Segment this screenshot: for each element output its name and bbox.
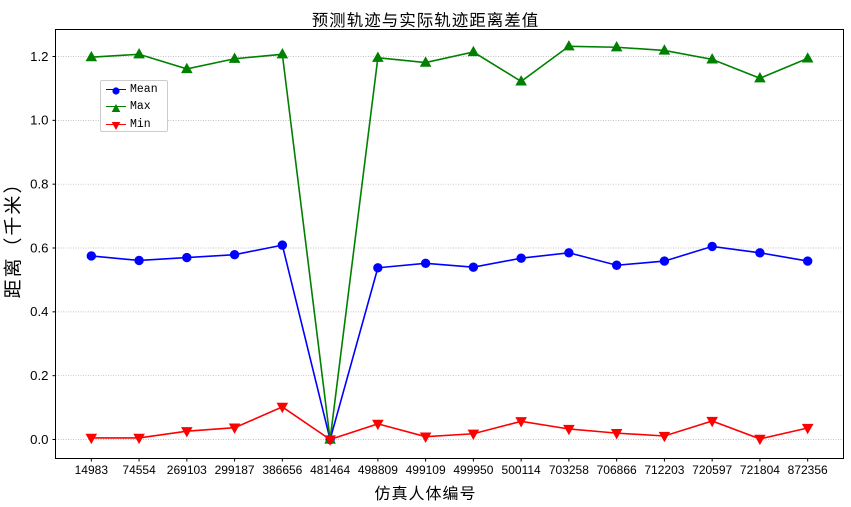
svg-text:499950: 499950 [453, 463, 493, 477]
svg-text:481464: 481464 [310, 463, 350, 477]
svg-text:500114: 500114 [502, 463, 541, 477]
svg-text:706866: 706866 [597, 463, 637, 477]
svg-text:0.6: 0.6 [30, 240, 48, 255]
svg-text:299187: 299187 [215, 463, 255, 477]
svg-text:269103: 269103 [167, 463, 207, 477]
svg-text:14983: 14983 [75, 463, 109, 477]
svg-text:0.2: 0.2 [30, 368, 48, 383]
svg-text:712203: 712203 [644, 463, 684, 477]
svg-text:498809: 498809 [358, 463, 398, 477]
svg-text:386656: 386656 [262, 463, 302, 477]
svg-text:0.4: 0.4 [30, 304, 48, 319]
svg-text:0.8: 0.8 [30, 176, 48, 191]
svg-text:703258: 703258 [549, 463, 589, 477]
svg-text:721804: 721804 [740, 463, 780, 477]
svg-text:0.0: 0.0 [30, 432, 48, 447]
svg-text:74554: 74554 [122, 463, 156, 477]
svg-text:872356: 872356 [788, 463, 828, 477]
svg-text:499109: 499109 [406, 463, 446, 477]
svg-text:1.2: 1.2 [30, 49, 48, 64]
svg-text:1.0: 1.0 [30, 113, 48, 128]
svg-text:720597: 720597 [692, 463, 732, 477]
